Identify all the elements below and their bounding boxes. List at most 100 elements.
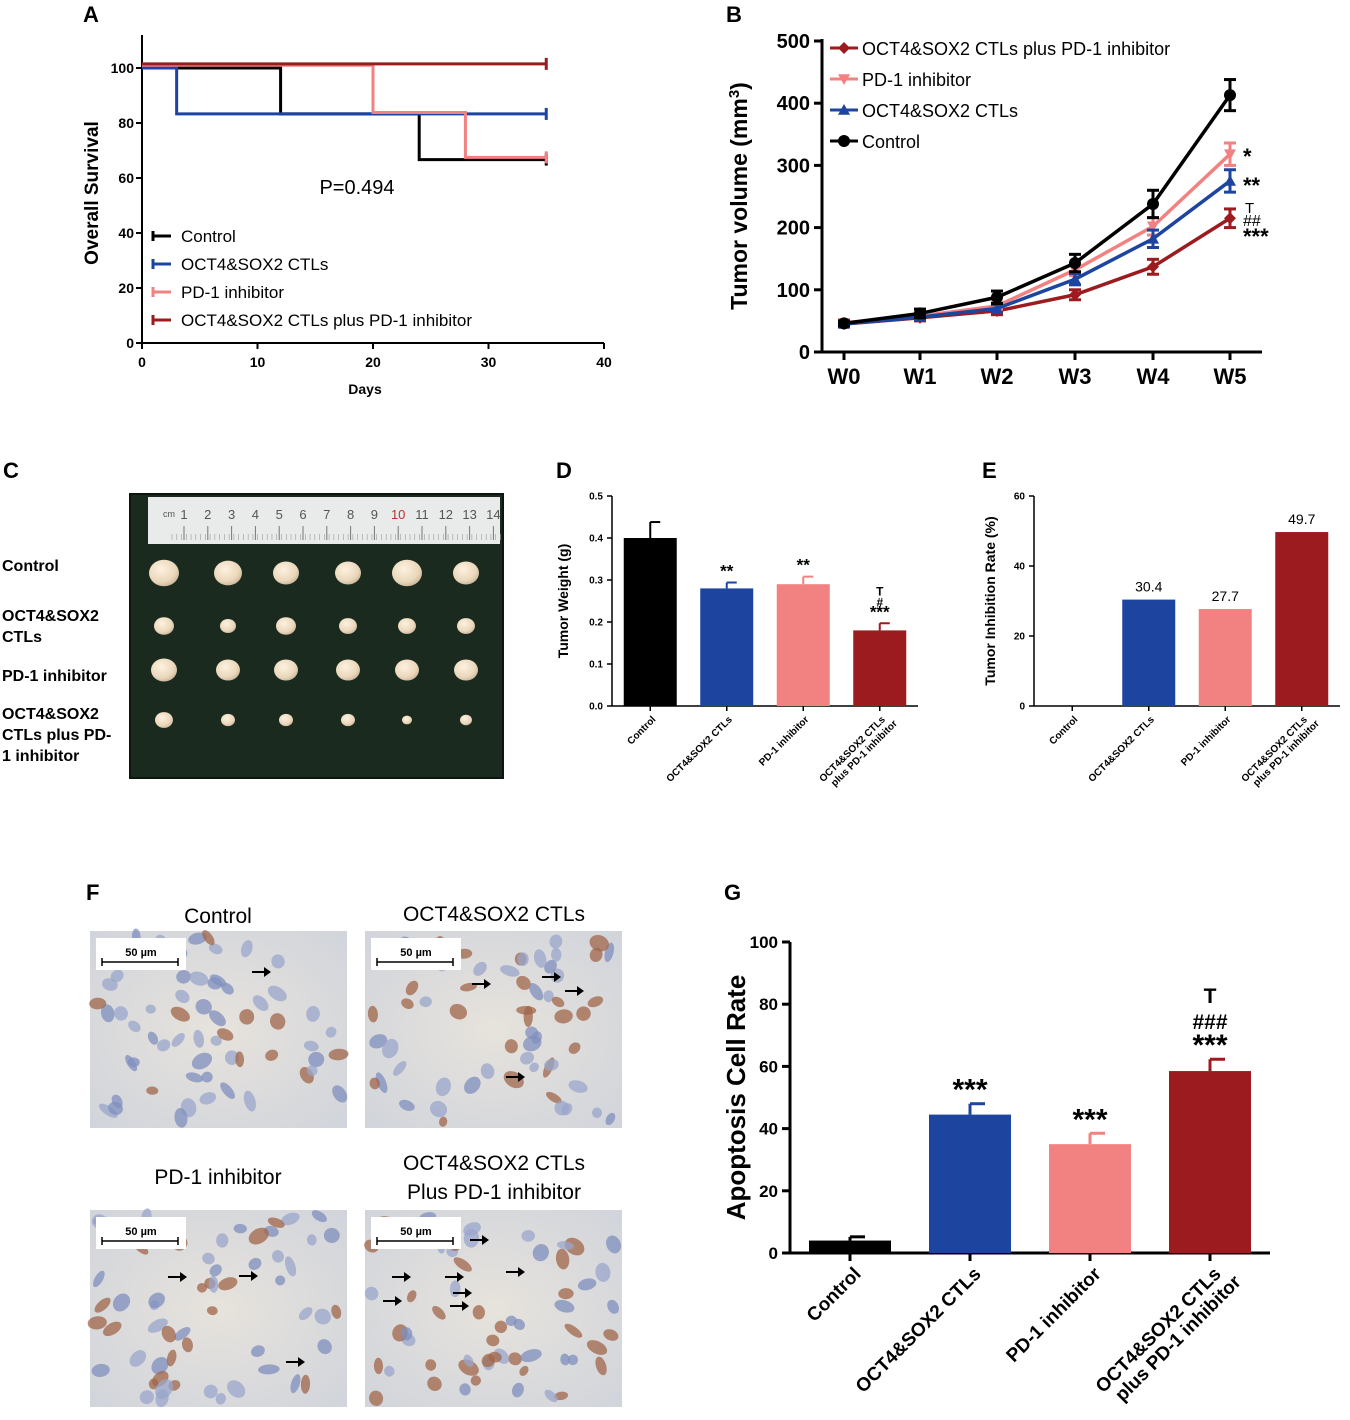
cell-nucleus bbox=[532, 1244, 549, 1262]
cell-nucleus bbox=[202, 1252, 215, 1265]
cell-nucleus bbox=[516, 975, 531, 990]
cell-nucleus bbox=[87, 1316, 107, 1330]
significance-mark: *** bbox=[1072, 1103, 1107, 1136]
category-label: plus PD-1 inhibitor bbox=[1111, 1271, 1246, 1406]
y-tick-label: 20 bbox=[759, 1182, 778, 1201]
cell-nucleus bbox=[139, 1390, 155, 1405]
category-label: OCT4&SOX2 CTLs bbox=[1087, 714, 1158, 785]
cell-nucleus bbox=[210, 1035, 222, 1046]
y-axis-label: Apoptosis Cell Rate bbox=[721, 975, 751, 1221]
cell-nucleus bbox=[189, 971, 209, 986]
y-tick-label: 20 bbox=[1014, 632, 1026, 643]
y-tick-label: 100 bbox=[111, 60, 135, 76]
micrograph-panel: 50 µm Control 50 µm OCT4&SOX2 CTLs 50 µm PD-1… bbox=[87, 903, 622, 1408]
cell-nucleus bbox=[554, 1391, 569, 1401]
arrow-head-icon bbox=[462, 1301, 469, 1311]
ruler-number: 14 bbox=[486, 507, 500, 522]
cell-nucleus bbox=[603, 1329, 619, 1341]
cell-nucleus bbox=[567, 1354, 579, 1366]
y-tick-label: 0.4 bbox=[589, 534, 603, 545]
row-label: OCT4&SOX2 bbox=[2, 608, 99, 625]
panel-label-a: A bbox=[83, 2, 99, 27]
cell-nucleus bbox=[508, 1352, 522, 1366]
cell-nucleus bbox=[500, 965, 520, 977]
cell-nucleus bbox=[196, 1283, 208, 1293]
cell-nucleus bbox=[181, 1337, 193, 1353]
cell-nucleus bbox=[406, 1290, 417, 1303]
ruler-number: 3 bbox=[228, 507, 235, 522]
cell-nucleus bbox=[488, 1351, 502, 1363]
tumor-sample bbox=[154, 617, 174, 635]
y-tick-label: 40 bbox=[1014, 562, 1026, 573]
y-tick-label: 400 bbox=[777, 93, 810, 115]
cell-nucleus bbox=[393, 1061, 407, 1076]
cell-nucleus bbox=[195, 999, 212, 1015]
cell-nucleus bbox=[564, 1323, 583, 1338]
cell-nucleus bbox=[568, 1080, 588, 1093]
cell-nucleus bbox=[364, 1286, 379, 1301]
cell-nucleus bbox=[551, 947, 562, 962]
arrow-head-icon bbox=[518, 1267, 525, 1277]
category-label: PD-1 inhibitor bbox=[1003, 1263, 1106, 1366]
bar bbox=[776, 584, 830, 706]
data-point bbox=[1147, 197, 1159, 210]
data-point bbox=[1224, 149, 1236, 161]
ruler-number: 1 bbox=[180, 507, 187, 522]
y-tick-label: 0.1 bbox=[589, 660, 603, 671]
cell-nucleus bbox=[369, 1077, 380, 1090]
x-axis-label: Days bbox=[348, 381, 382, 397]
ruler bbox=[148, 497, 500, 544]
scale-bar-label: 50 µm bbox=[125, 1226, 157, 1238]
category-label: Control bbox=[1047, 714, 1080, 747]
cell-nucleus bbox=[267, 985, 287, 1002]
cell-nucleus bbox=[147, 1031, 159, 1045]
y-tick-label: 0.3 bbox=[589, 576, 603, 587]
legend-marker bbox=[838, 74, 850, 85]
p-value-annotation: P=0.494 bbox=[319, 177, 394, 199]
cell-nucleus bbox=[151, 1357, 169, 1375]
cell-nucleus bbox=[199, 1092, 217, 1105]
cell-nucleus bbox=[554, 1009, 573, 1024]
cell-nucleus bbox=[375, 1072, 388, 1093]
category-label: OCT4&SOX2 CTLs bbox=[852, 1264, 986, 1398]
tumor-sample bbox=[398, 618, 416, 634]
cell-nucleus bbox=[544, 1058, 559, 1071]
cell-nucleus bbox=[220, 1082, 235, 1099]
arrow-head-icon bbox=[264, 967, 271, 977]
cell-nucleus bbox=[519, 1365, 529, 1376]
cell-nucleus bbox=[521, 1230, 536, 1242]
cell-nucleus bbox=[325, 1026, 337, 1038]
cell-nucleus bbox=[577, 1278, 597, 1291]
y-axis-label: Tumor volume (mm3) bbox=[726, 82, 753, 310]
tumor-sample bbox=[274, 659, 298, 681]
significance-mark: T bbox=[1204, 985, 1217, 1008]
cell-nucleus bbox=[523, 1005, 533, 1027]
micrograph-title: Control bbox=[184, 905, 252, 928]
cell-nucleus bbox=[193, 1029, 204, 1048]
cell-nucleus bbox=[290, 1374, 301, 1394]
bar bbox=[1169, 1071, 1251, 1253]
cell-nucleus bbox=[157, 1039, 171, 1052]
x-tick-label: W4 bbox=[1137, 364, 1171, 389]
cell-nucleus bbox=[93, 1270, 105, 1288]
tumor-sample bbox=[276, 617, 296, 635]
cell-nucleus bbox=[252, 995, 269, 1011]
cell-nucleus bbox=[145, 1004, 156, 1014]
ruler-number: 7 bbox=[323, 507, 330, 522]
y-tick-label: 40 bbox=[759, 1120, 778, 1139]
data-label: 49.7 bbox=[1288, 511, 1315, 527]
cell-nucleus bbox=[281, 1212, 300, 1226]
cell-nucleus bbox=[112, 1293, 131, 1312]
cell-nucleus bbox=[373, 1357, 384, 1375]
significance-mark: ### bbox=[1192, 1011, 1227, 1034]
tumor-photo-panel: cm 1 2 3 4 5 6 7 8 9 10 11 12 13 14ControlOCT4&SOX2CTL… bbox=[2, 493, 504, 779]
cell-nucleus bbox=[89, 997, 107, 1010]
y-axis-label: Tumor Weight (g) bbox=[555, 544, 571, 659]
cell-nucleus bbox=[271, 954, 285, 969]
data-point bbox=[991, 291, 1003, 304]
micrograph-title: Plus PD-1 inhibitor bbox=[407, 1181, 581, 1204]
cell-nucleus bbox=[218, 1277, 238, 1291]
ruler-number: 8 bbox=[347, 507, 354, 522]
arrow-head-icon bbox=[518, 1072, 525, 1082]
arrow-head-icon bbox=[577, 986, 584, 996]
